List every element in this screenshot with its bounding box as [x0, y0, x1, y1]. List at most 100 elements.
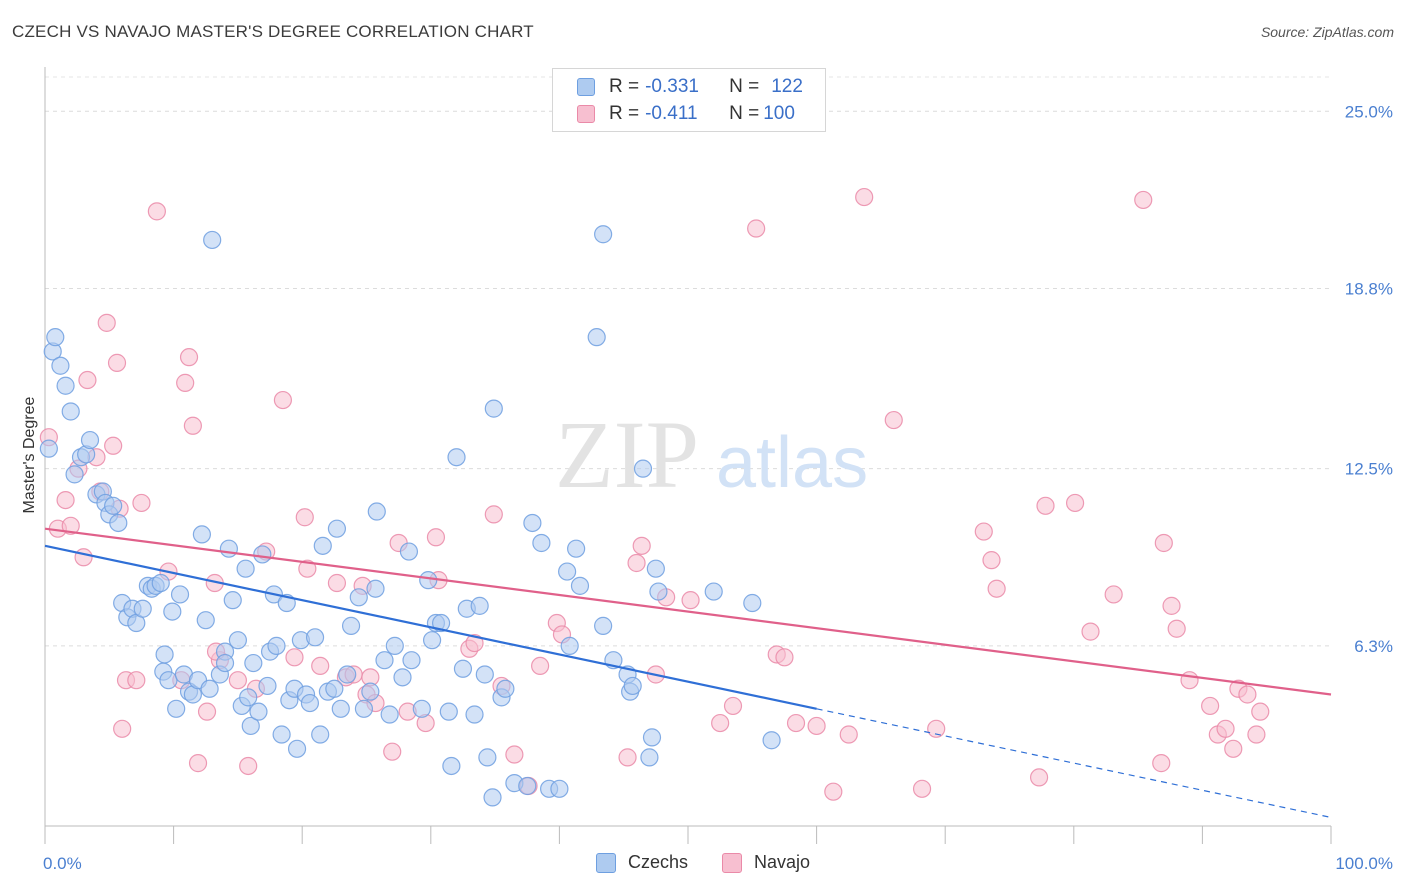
- data-point: [354, 699, 374, 718]
- data-point: [1081, 622, 1100, 641]
- data-point: [518, 776, 537, 796]
- data-point: [484, 399, 503, 418]
- data-point: [56, 376, 75, 395]
- data-point: [447, 448, 466, 467]
- data-point: [338, 665, 357, 684]
- data-point: [824, 782, 843, 801]
- data-point: [267, 636, 286, 655]
- data-point: [807, 716, 826, 736]
- data-point: [422, 631, 442, 650]
- data-point: [331, 699, 350, 718]
- data-point: [478, 748, 497, 767]
- data-point: [361, 682, 380, 701]
- bottom-legend-swatch-czechs: [595, 852, 616, 873]
- data-point: [197, 702, 217, 721]
- data-point: [1247, 725, 1266, 744]
- data-point: [483, 788, 502, 807]
- data-point: [311, 656, 330, 676]
- data-point: [402, 651, 421, 670]
- data-point: [594, 616, 613, 635]
- data-point: [453, 659, 473, 678]
- data-point: [273, 390, 293, 410]
- data-point: [51, 356, 70, 375]
- data-point: [642, 728, 662, 747]
- y-tick-label: 12.5%: [1345, 460, 1393, 479]
- data-point: [78, 370, 97, 390]
- data-point: [215, 653, 235, 673]
- data-point: [375, 651, 394, 670]
- data-point: [188, 754, 208, 773]
- data-point: [46, 328, 65, 347]
- data-point: [640, 748, 659, 767]
- data-point: [1216, 719, 1235, 738]
- data-point: [743, 593, 762, 613]
- data-point: [399, 542, 419, 561]
- data-point: [532, 533, 551, 553]
- data-point: [349, 588, 368, 607]
- legend-r-label: R =: [609, 76, 640, 97]
- data-point: [56, 490, 75, 510]
- data-point: [249, 702, 268, 721]
- data-point: [380, 705, 399, 724]
- data-point: [327, 573, 347, 593]
- data-point: [496, 679, 515, 698]
- data-point: [383, 742, 402, 761]
- data-point: [366, 579, 385, 598]
- legend-n-value: 122: [771, 76, 803, 97]
- data-point: [313, 536, 332, 555]
- data-point: [1162, 596, 1181, 615]
- data-point: [228, 631, 247, 650]
- data-point: [159, 671, 178, 690]
- x-tick-label: 100.0%: [1335, 854, 1393, 873]
- data-point: [1065, 493, 1085, 513]
- x-tick-labels: 0.0% 100.0%: [43, 854, 1393, 873]
- y-tick-label: 6.3%: [1354, 637, 1393, 656]
- data-point: [884, 410, 903, 430]
- data-point: [646, 559, 665, 578]
- data-point: [475, 665, 494, 684]
- data-point: [649, 582, 668, 601]
- data-point: [132, 493, 151, 513]
- data-point: [587, 328, 606, 347]
- data-point: [633, 459, 653, 478]
- data-point: [223, 591, 242, 610]
- data-point: [912, 779, 932, 798]
- data-point: [200, 679, 219, 698]
- trend-line-czechs: [44, 544, 817, 710]
- data-point: [163, 602, 182, 621]
- data-point: [1167, 619, 1186, 638]
- data-point: [170, 585, 190, 604]
- legend-n-label: N =: [729, 103, 760, 124]
- data-point: [1152, 754, 1171, 773]
- data-point: [287, 739, 307, 758]
- data-point: [61, 402, 80, 421]
- legend-row-czechs: R = -0.331 N = 122: [577, 75, 803, 99]
- legend: R = -0.331 N = 122 R = -0.411 N = 100: [552, 68, 826, 132]
- legend-n-label: N =: [729, 76, 760, 97]
- data-point: [65, 465, 84, 484]
- data-point: [127, 671, 146, 690]
- data-point: [61, 516, 80, 535]
- data-point: [1201, 696, 1220, 716]
- data-point: [786, 713, 806, 733]
- data-point: [627, 553, 646, 573]
- data-point: [431, 613, 451, 633]
- data-point: [484, 505, 503, 524]
- bottom-legend-label-navajo: Navajo: [754, 852, 811, 872]
- data-point: [74, 548, 93, 567]
- data-point: [285, 648, 304, 667]
- data-point: [570, 576, 590, 595]
- data-point: [711, 713, 730, 733]
- trend-line-czechs-extension: [816, 708, 1332, 819]
- data-point: [567, 539, 586, 558]
- data-point: [442, 756, 461, 776]
- x-tick-label: 0.0%: [43, 854, 82, 873]
- data-point: [239, 756, 258, 776]
- data-point: [762, 731, 781, 750]
- data-point: [272, 725, 291, 744]
- grid-lines: [45, 76, 1331, 647]
- data-point: [839, 725, 858, 744]
- data-point: [97, 313, 116, 332]
- data-point: [704, 582, 723, 601]
